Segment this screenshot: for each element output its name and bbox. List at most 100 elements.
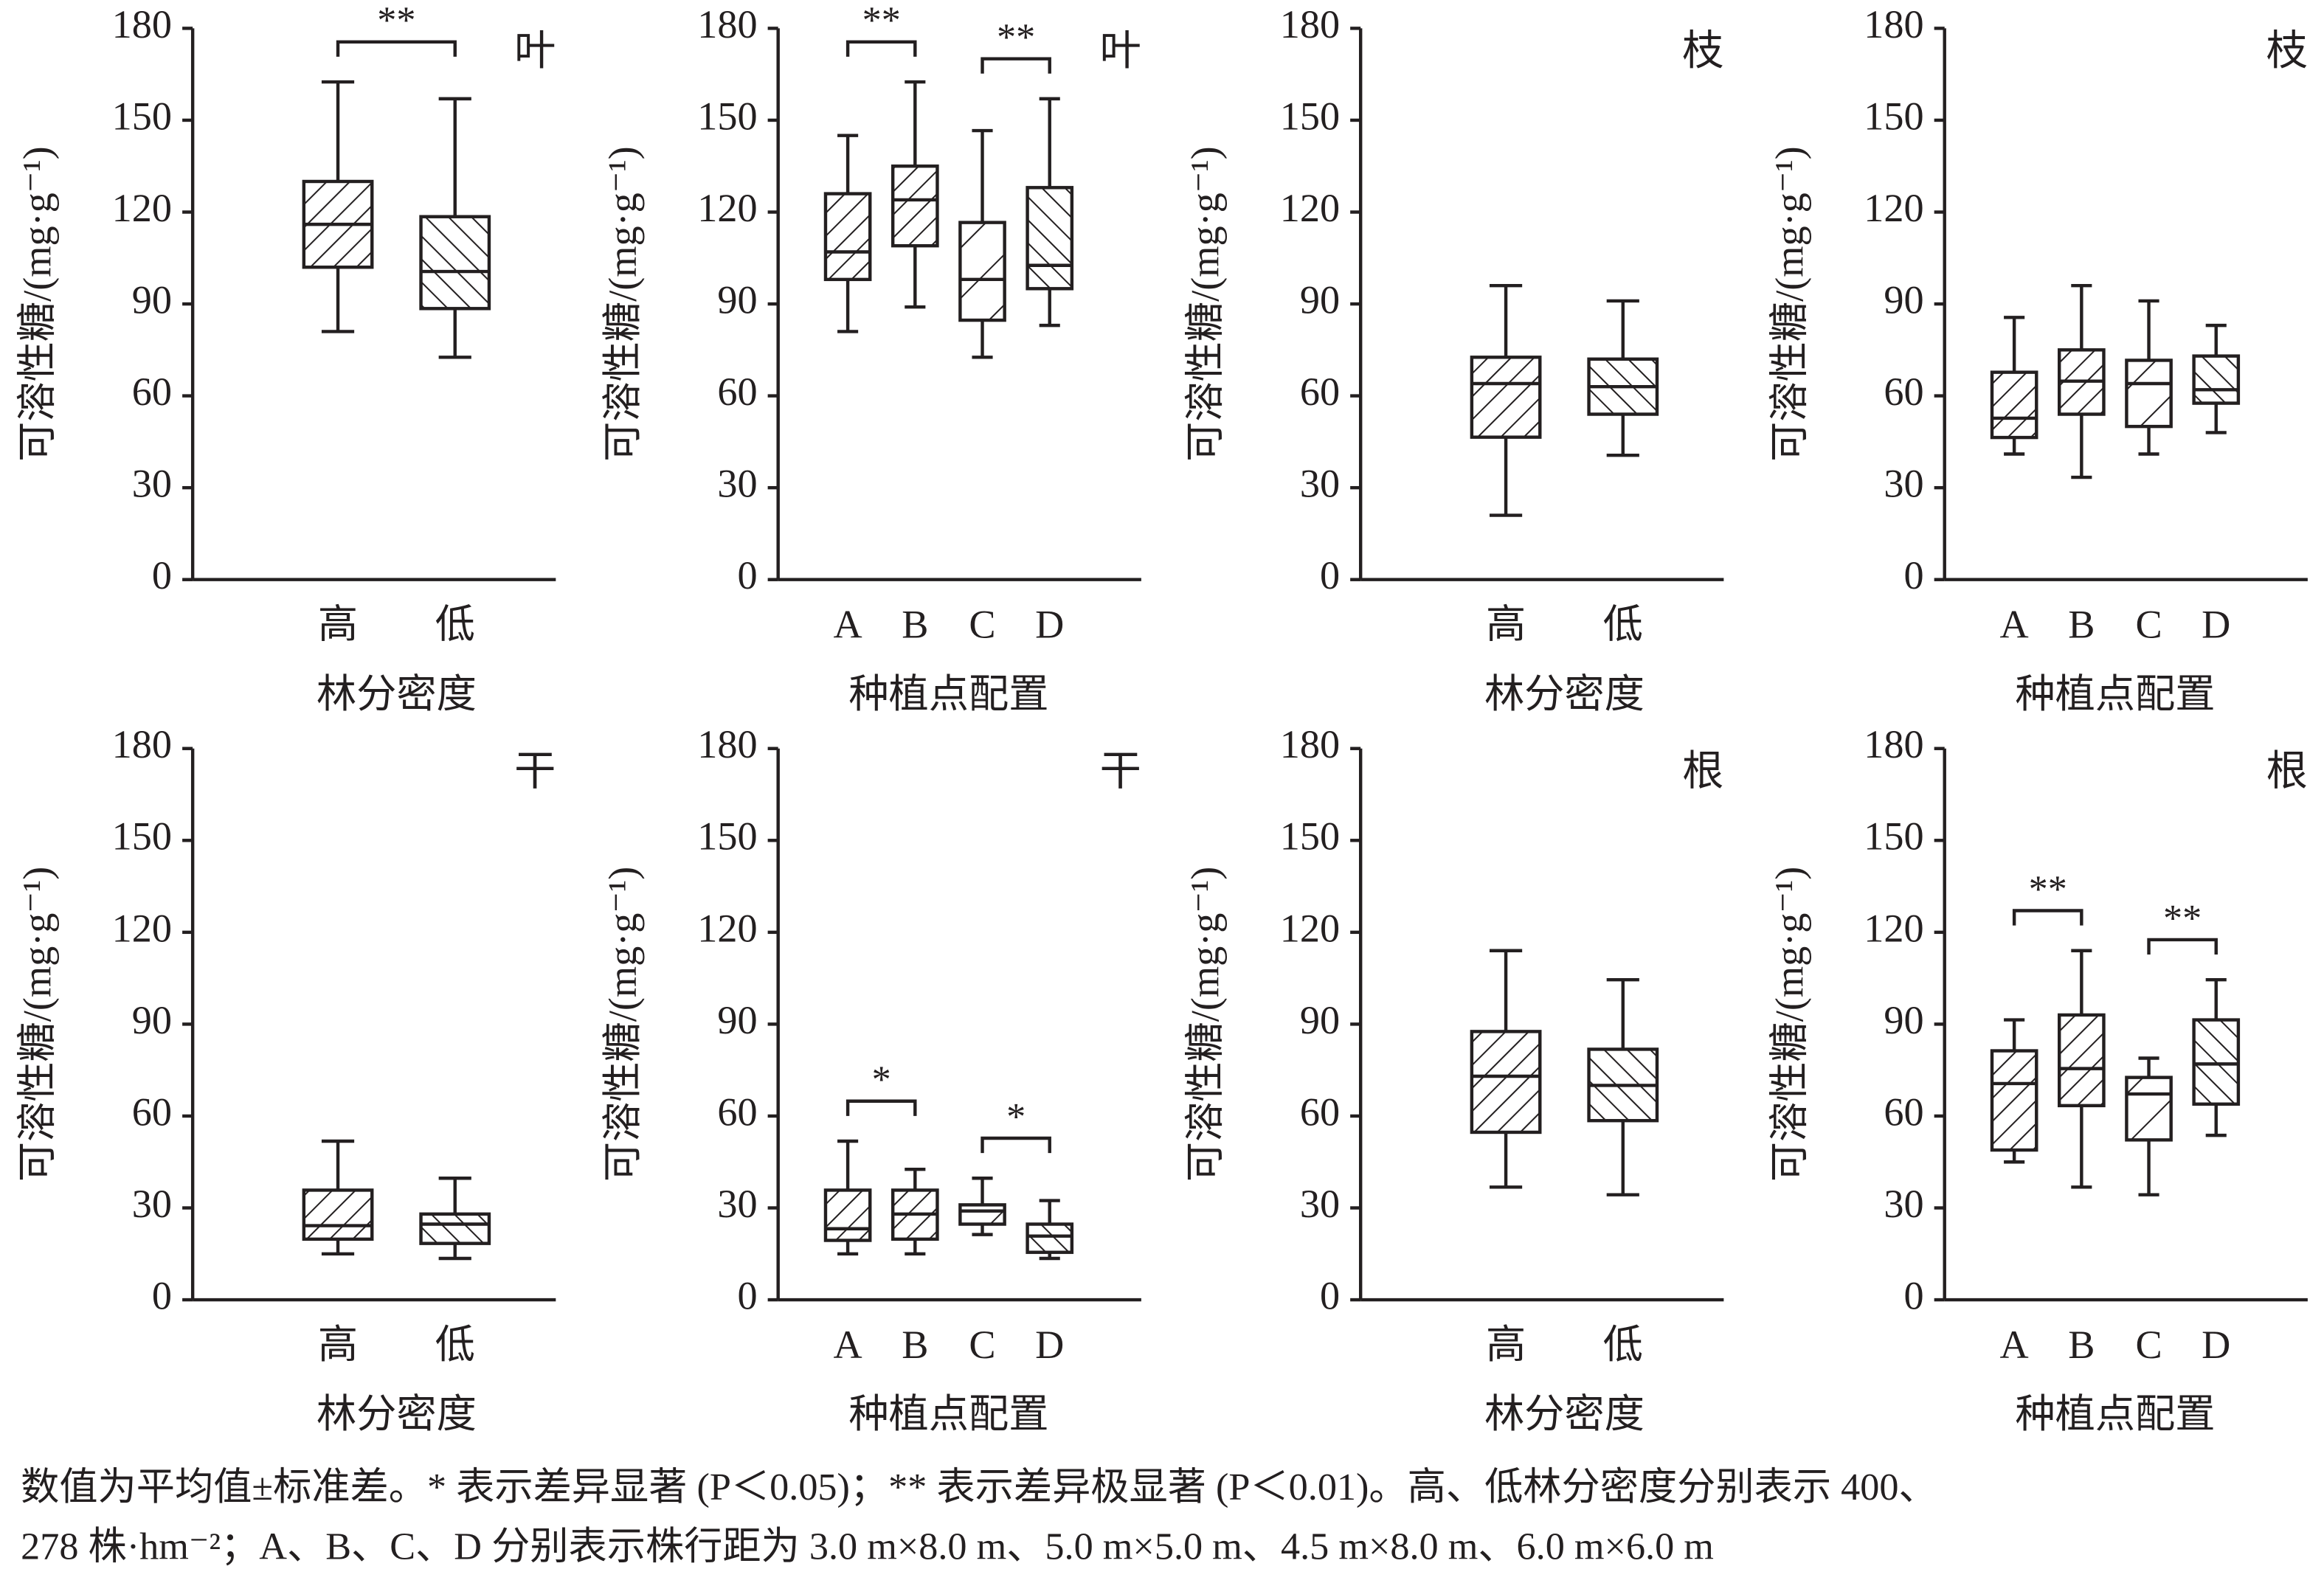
box [302,1188,374,1241]
panel-title: 干 [1100,749,1141,794]
panel-title: 枝 [2266,28,2308,74]
x-axis-label: 林分密度 [317,672,477,716]
x-tick-label: D [2202,602,2230,646]
y-tick-label: 30 [717,462,757,506]
significance-bracket [2147,938,2218,955]
y-tick-label: 90 [1884,998,1923,1042]
y-tick-label: 60 [132,1090,172,1134]
y-tick-label: 180 [697,2,757,46]
significance-label: ** [2163,897,2202,940]
y-tick-label: 150 [697,94,757,138]
y-tick-label: 90 [717,998,757,1042]
box [958,1203,1006,1226]
significance-bracket [336,40,457,57]
x-tick-label: B [2068,602,2095,646]
box [2057,1013,2106,1108]
x-axis-label: 林分密度 [1484,672,1645,716]
y-tick-label: 90 [132,998,172,1042]
x-axis-label: 种植点配置 [848,672,1048,716]
box [1470,1030,1542,1135]
y-tick-label: 60 [717,370,757,414]
x-axis-label: 林分密度 [317,1392,477,1436]
y-tick-label: 90 [717,278,757,322]
y-tick-label: 150 [112,814,172,859]
significance-label: * [872,1059,891,1101]
x-tick-label: A [2000,602,2029,646]
box [2125,358,2173,429]
y-tick-label: 90 [1884,278,1923,322]
x-tick-label: D [1035,1323,1064,1367]
x-tick-label: A [834,1323,862,1367]
panel-title: 枝 [1682,28,1723,74]
box [2192,1018,2241,1106]
box [419,215,491,311]
y-axis-label: 可溶性糖/(mg·g⁻¹) [1183,867,1228,1182]
x-axis-label: 种植点配置 [2015,672,2215,716]
significance-label: * [1006,1095,1026,1138]
x-axis-label: 林分密度 [1484,1392,1645,1436]
significance-bracket [981,57,1051,74]
x-tick-label: C [2135,1323,2162,1367]
y-tick-label: 120 [1280,906,1340,950]
y-tick-label: 180 [1864,2,1923,46]
y-tick-label: 60 [1300,1090,1340,1134]
y-tick-label: 0 [1320,553,1340,597]
x-tick-label: B [902,602,928,646]
x-axis-label: 种植点配置 [2015,1392,2215,1436]
x-tick-label: B [902,1323,928,1367]
y-tick-label: 150 [1280,814,1340,859]
y-axis-label: 可溶性糖/(mg·g⁻¹) [15,867,60,1182]
note-line: 数值为平均值±标准差。* 表示差异显著 (P＜0.05)；** 表示差异极显著 … [21,1466,1937,1508]
y-tick-label: 120 [697,906,757,950]
y-tick-label: 0 [152,553,172,597]
box [890,164,939,248]
y-tick-label: 90 [1300,998,1340,1042]
y-tick-label: 60 [1884,1090,1923,1134]
box [823,1188,872,1242]
box [1026,186,1074,291]
x-tick-label: D [1035,602,1064,646]
panel-title: 干 [514,749,556,794]
y-tick-label: 0 [737,1274,757,1318]
y-tick-label: 150 [697,814,757,859]
y-tick-label: 120 [112,186,172,230]
y-tick-label: 90 [1300,278,1340,322]
y-axis-label: 可溶性糖/(mg·g⁻¹) [601,867,645,1182]
y-axis-label: 可溶性糖/(mg·g⁻¹) [15,146,60,462]
y-tick-label: 0 [152,1274,172,1318]
note-line: 278 株·hm⁻²；A、B、C、D 分别表示株行距为 3.0 m×8.0 m、… [21,1525,1714,1568]
y-tick-label: 150 [1280,94,1340,138]
x-tick-label: 低 [435,602,475,646]
significance-bracket [845,1099,917,1116]
box [2125,1075,2173,1142]
y-tick-label: 180 [112,722,172,766]
y-tick-label: 0 [737,553,757,597]
y-tick-label: 0 [1903,1274,1923,1318]
box [1026,1222,1074,1254]
y-axis-label: 可溶性糖/(mg·g⁻¹) [1183,146,1228,462]
x-tick-label: C [969,1323,995,1367]
y-tick-label: 120 [1864,906,1923,950]
x-tick-label: D [2202,1323,2230,1367]
y-tick-label: 30 [1300,1182,1340,1226]
x-tick-label: 高 [318,1323,358,1367]
y-tick-label: 120 [697,186,757,230]
box [823,192,872,282]
y-tick-label: 180 [1280,2,1340,46]
box [1990,1049,2038,1152]
y-tick-label: 90 [132,278,172,322]
y-tick-label: 0 [1903,553,1923,597]
x-tick-label: 高 [1486,1323,1526,1367]
y-tick-label: 180 [1280,722,1340,766]
box [1990,370,2038,440]
y-tick-label: 60 [1884,370,1923,414]
y-tick-label: 150 [1864,814,1923,859]
x-tick-label: C [969,602,995,646]
significance-bracket [2012,909,2083,926]
significance-label: ** [862,0,901,42]
y-tick-label: 150 [1864,94,1923,138]
significance-bracket [845,40,917,57]
x-tick-label: 低 [1603,1323,1643,1367]
significance-label: ** [2029,867,2067,910]
